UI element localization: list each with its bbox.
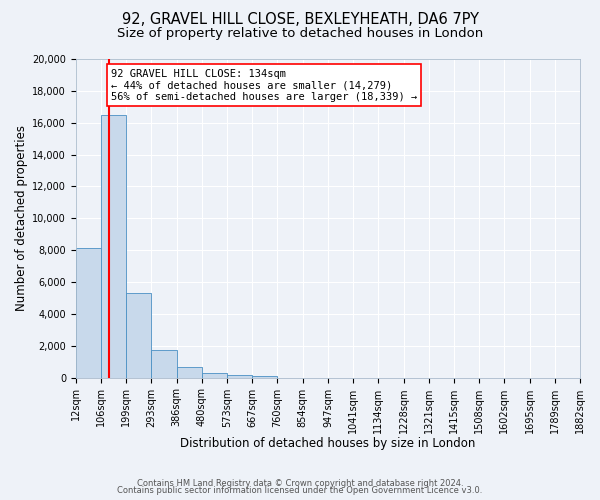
- Text: Contains HM Land Registry data © Crown copyright and database right 2024.: Contains HM Land Registry data © Crown c…: [137, 478, 463, 488]
- Text: 92 GRAVEL HILL CLOSE: 134sqm
← 44% of detached houses are smaller (14,279)
56% o: 92 GRAVEL HILL CLOSE: 134sqm ← 44% of de…: [111, 68, 418, 102]
- X-axis label: Distribution of detached houses by size in London: Distribution of detached houses by size …: [180, 437, 476, 450]
- Text: Size of property relative to detached houses in London: Size of property relative to detached ho…: [117, 28, 483, 40]
- Bar: [101, 115, 126, 378]
- Bar: [202, 373, 227, 378]
- Text: 92, GRAVEL HILL CLOSE, BEXLEYHEATH, DA6 7PY: 92, GRAVEL HILL CLOSE, BEXLEYHEATH, DA6 …: [121, 12, 479, 28]
- Bar: [227, 375, 252, 378]
- Text: Contains public sector information licensed under the Open Government Licence v3: Contains public sector information licen…: [118, 486, 482, 495]
- Bar: [151, 350, 176, 378]
- Y-axis label: Number of detached properties: Number of detached properties: [15, 126, 28, 312]
- Bar: [126, 293, 151, 378]
- Bar: [76, 248, 101, 378]
- Bar: [176, 368, 202, 378]
- Bar: [252, 376, 277, 378]
